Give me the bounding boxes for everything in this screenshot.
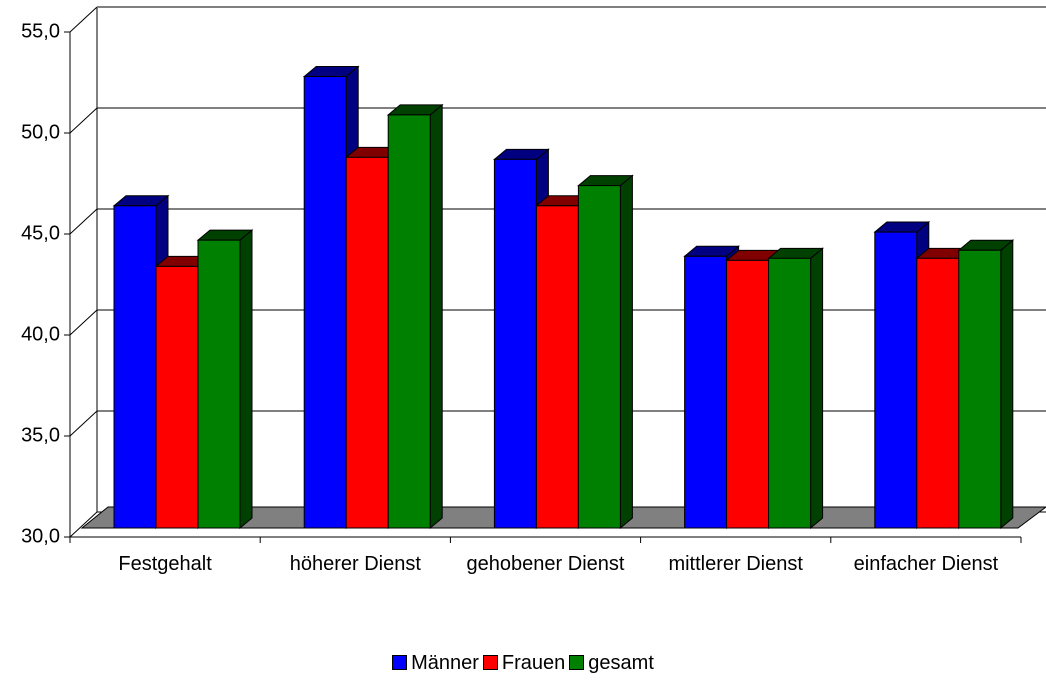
bar-side <box>619 174 633 530</box>
x-tick-label: höherer Dienst <box>289 553 421 575</box>
legend-swatch <box>482 655 498 670</box>
y-tick-label: 55,0 <box>21 20 60 42</box>
legend-item: Männer <box>392 652 479 675</box>
bar-front <box>916 257 960 529</box>
bar-front <box>768 257 812 529</box>
legend-swatch <box>392 655 408 670</box>
bar-front <box>726 259 770 529</box>
legend-label: Frauen <box>501 652 566 674</box>
y-tick-label: 30,0 <box>21 525 60 547</box>
legend-label: gesamt <box>588 652 654 674</box>
grid-line <box>69 309 98 336</box>
y-tick-label: 40,0 <box>21 323 60 345</box>
x-tick-label: mittlerer Dienst <box>668 553 803 575</box>
bar-front <box>155 265 199 529</box>
bar <box>196 229 254 530</box>
y-tick-label: 50,0 <box>21 121 60 143</box>
bar-front <box>345 156 389 529</box>
bar-side <box>810 247 824 530</box>
y-tick-label: 45,0 <box>21 222 60 244</box>
bar-front <box>958 249 1002 529</box>
grid-line <box>69 107 98 134</box>
bar-front <box>684 255 728 529</box>
grid-line <box>69 6 98 33</box>
y-tick-label: 35,0 <box>21 424 60 446</box>
bar-front <box>577 185 621 529</box>
legend: Männer Frauen gesamt <box>0 652 1046 675</box>
x-tick-label: einfacher Dienst <box>853 553 999 575</box>
bar <box>577 174 634 530</box>
bar-side <box>239 229 253 530</box>
bar-front <box>113 205 157 529</box>
legend-item: gesamt <box>569 652 654 675</box>
bar-front <box>303 76 347 529</box>
x-tick-label: gehobener Dienst <box>466 553 625 575</box>
grid-line <box>69 410 98 437</box>
bar-front <box>535 205 579 529</box>
grid-line <box>69 208 98 235</box>
legend-label: Männer <box>411 652 479 674</box>
bar-front <box>493 158 537 529</box>
bar-side <box>429 103 443 530</box>
bar-side <box>1000 239 1014 530</box>
bar <box>957 239 1015 530</box>
bar <box>767 247 824 530</box>
legend-swatch <box>569 655 585 670</box>
x-tick-label: Festgehalt <box>118 553 212 575</box>
bar-front <box>874 231 918 529</box>
legend-item: Frauen <box>482 652 566 675</box>
bar <box>386 103 444 530</box>
bar-front <box>197 239 241 529</box>
grid-line <box>69 511 98 538</box>
bar-front <box>387 114 431 529</box>
